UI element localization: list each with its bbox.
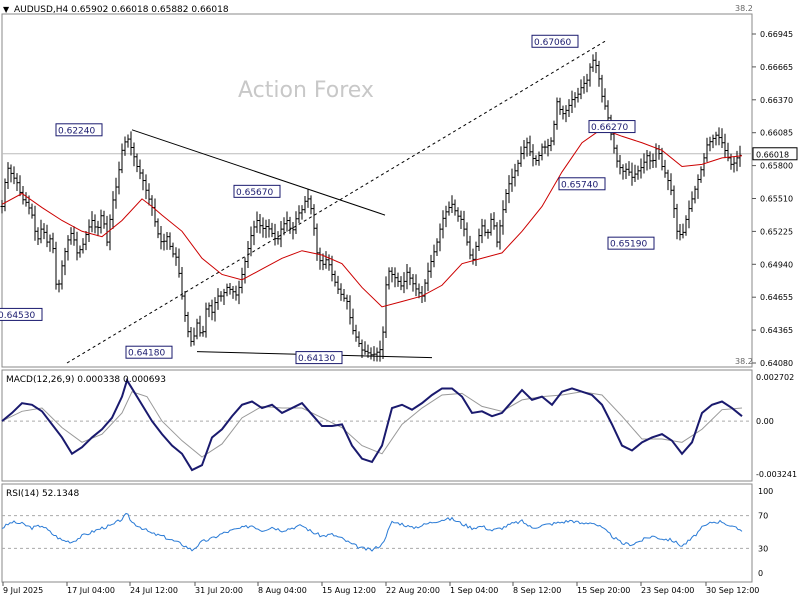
time-tick-label: 17 Jul 04:00 bbox=[67, 586, 115, 595]
current-price-tag bbox=[752, 147, 798, 161]
level-label-box bbox=[531, 34, 579, 48]
fib-tag-bottom: 38.2 bbox=[735, 357, 753, 366]
time-tick-label: 22 Aug 20:00 bbox=[386, 586, 440, 595]
triangle-marker-icon: ▼ bbox=[3, 5, 10, 14]
level-label-box bbox=[558, 177, 606, 191]
price-tick-label: 0.64365 bbox=[760, 326, 793, 335]
rsi-panel-frame bbox=[1, 483, 753, 583]
trend-line bbox=[131, 129, 386, 216]
rsi-tick-label: 70 bbox=[758, 512, 768, 521]
rsi-tick-label: 100 bbox=[758, 487, 773, 496]
time-tick-label: 23 Sep 04:00 bbox=[641, 586, 694, 595]
level-label: 0.64180 bbox=[128, 349, 165, 359]
channel-line bbox=[66, 40, 606, 364]
time-tick-label: 8 Sep 12:00 bbox=[513, 586, 561, 595]
level-label-box bbox=[607, 236, 655, 250]
level-label-box bbox=[295, 351, 343, 365]
time-tick-label: 31 Jul 20:00 bbox=[195, 586, 243, 595]
symbol-header: AUDUSD,H4 0.65902 0.66018 0.65882 0.6601… bbox=[14, 5, 229, 15]
macd-label: MACD(12,26,9) 0.000338 0.000693 bbox=[6, 375, 166, 385]
rsi-line bbox=[1, 512, 743, 552]
price-tick-label: 0.64080 bbox=[760, 359, 793, 368]
level-label-box bbox=[0, 307, 43, 321]
macd-line bbox=[1, 377, 743, 472]
moving-average-line bbox=[1, 128, 743, 308]
watermark: Action Forex bbox=[238, 78, 374, 103]
macd-panel-frame bbox=[1, 369, 753, 482]
level-label: 0.65670 bbox=[236, 188, 273, 198]
macd-panel: 0.002702 0.00 -0.003241 bbox=[1, 373, 797, 479]
level-label: 0.62240 bbox=[58, 126, 95, 136]
level-label: 0.64130 bbox=[298, 354, 335, 364]
time-tick-label: 24 Jul 12:00 bbox=[130, 586, 178, 595]
price-tick-label: 0.65510 bbox=[760, 195, 793, 204]
price-panel: 0.66945 0.66665 0.66370 0.66085 0.65800 0.655… bbox=[0, 30, 798, 368]
level-label-box bbox=[588, 120, 636, 134]
rsi-label: RSI(14) 52.1348 bbox=[6, 489, 79, 499]
level-label: 0.67060 bbox=[534, 38, 571, 48]
rsi-panel: 100 70 30 0 bbox=[1, 487, 773, 578]
macd-tick-label: -0.003241 bbox=[756, 470, 797, 479]
level-label: 0.64530 bbox=[0, 311, 35, 321]
rsi-tick-label: 0 bbox=[758, 569, 763, 578]
macd-signal-line bbox=[1, 391, 743, 458]
level-label: 0.65740 bbox=[561, 180, 598, 190]
current-price-label: 0.66018 bbox=[756, 150, 789, 159]
price-tick-label: 0.64655 bbox=[760, 293, 793, 302]
price-tick-label: 0.66945 bbox=[760, 30, 793, 39]
time-tick-label: 8 Aug 04:00 bbox=[258, 586, 307, 595]
price-tick-label: 0.64940 bbox=[760, 260, 793, 269]
level-label-box bbox=[55, 123, 103, 137]
price-tick-label: 0.65225 bbox=[760, 227, 793, 236]
rsi-tick-label: 30 bbox=[758, 544, 768, 553]
level-label-box bbox=[233, 184, 281, 198]
macd-tick-label: 0.00 bbox=[756, 417, 774, 426]
time-tick-label: 1 Sep 04:00 bbox=[450, 586, 498, 595]
time-axis: 9 Jul 2025 17 Jul 04:00 24 Jul 12:00 31 Jul… bbox=[2, 582, 759, 595]
time-tick-label: 30 Sep 12:00 bbox=[706, 586, 759, 595]
level-label: 0.65190 bbox=[610, 240, 647, 250]
price-panel-frame bbox=[1, 13, 753, 368]
price-tick-label: 0.66370 bbox=[760, 96, 793, 105]
time-tick-label: 15 Aug 12:00 bbox=[322, 586, 376, 595]
price-tick-label: 0.65800 bbox=[760, 162, 793, 171]
time-tick-label: 15 Sep 20:00 bbox=[577, 586, 630, 595]
level-label-box bbox=[125, 345, 173, 359]
level-label: 0.66270 bbox=[591, 123, 628, 133]
price-tick-label: 0.66085 bbox=[760, 129, 793, 138]
time-tick-label: 9 Jul 2025 bbox=[3, 586, 43, 595]
macd-tick-label: 0.002702 bbox=[756, 373, 794, 382]
price-tick-label: 0.66665 bbox=[760, 63, 793, 72]
fib-tag-top: 38.2 bbox=[735, 4, 753, 13]
